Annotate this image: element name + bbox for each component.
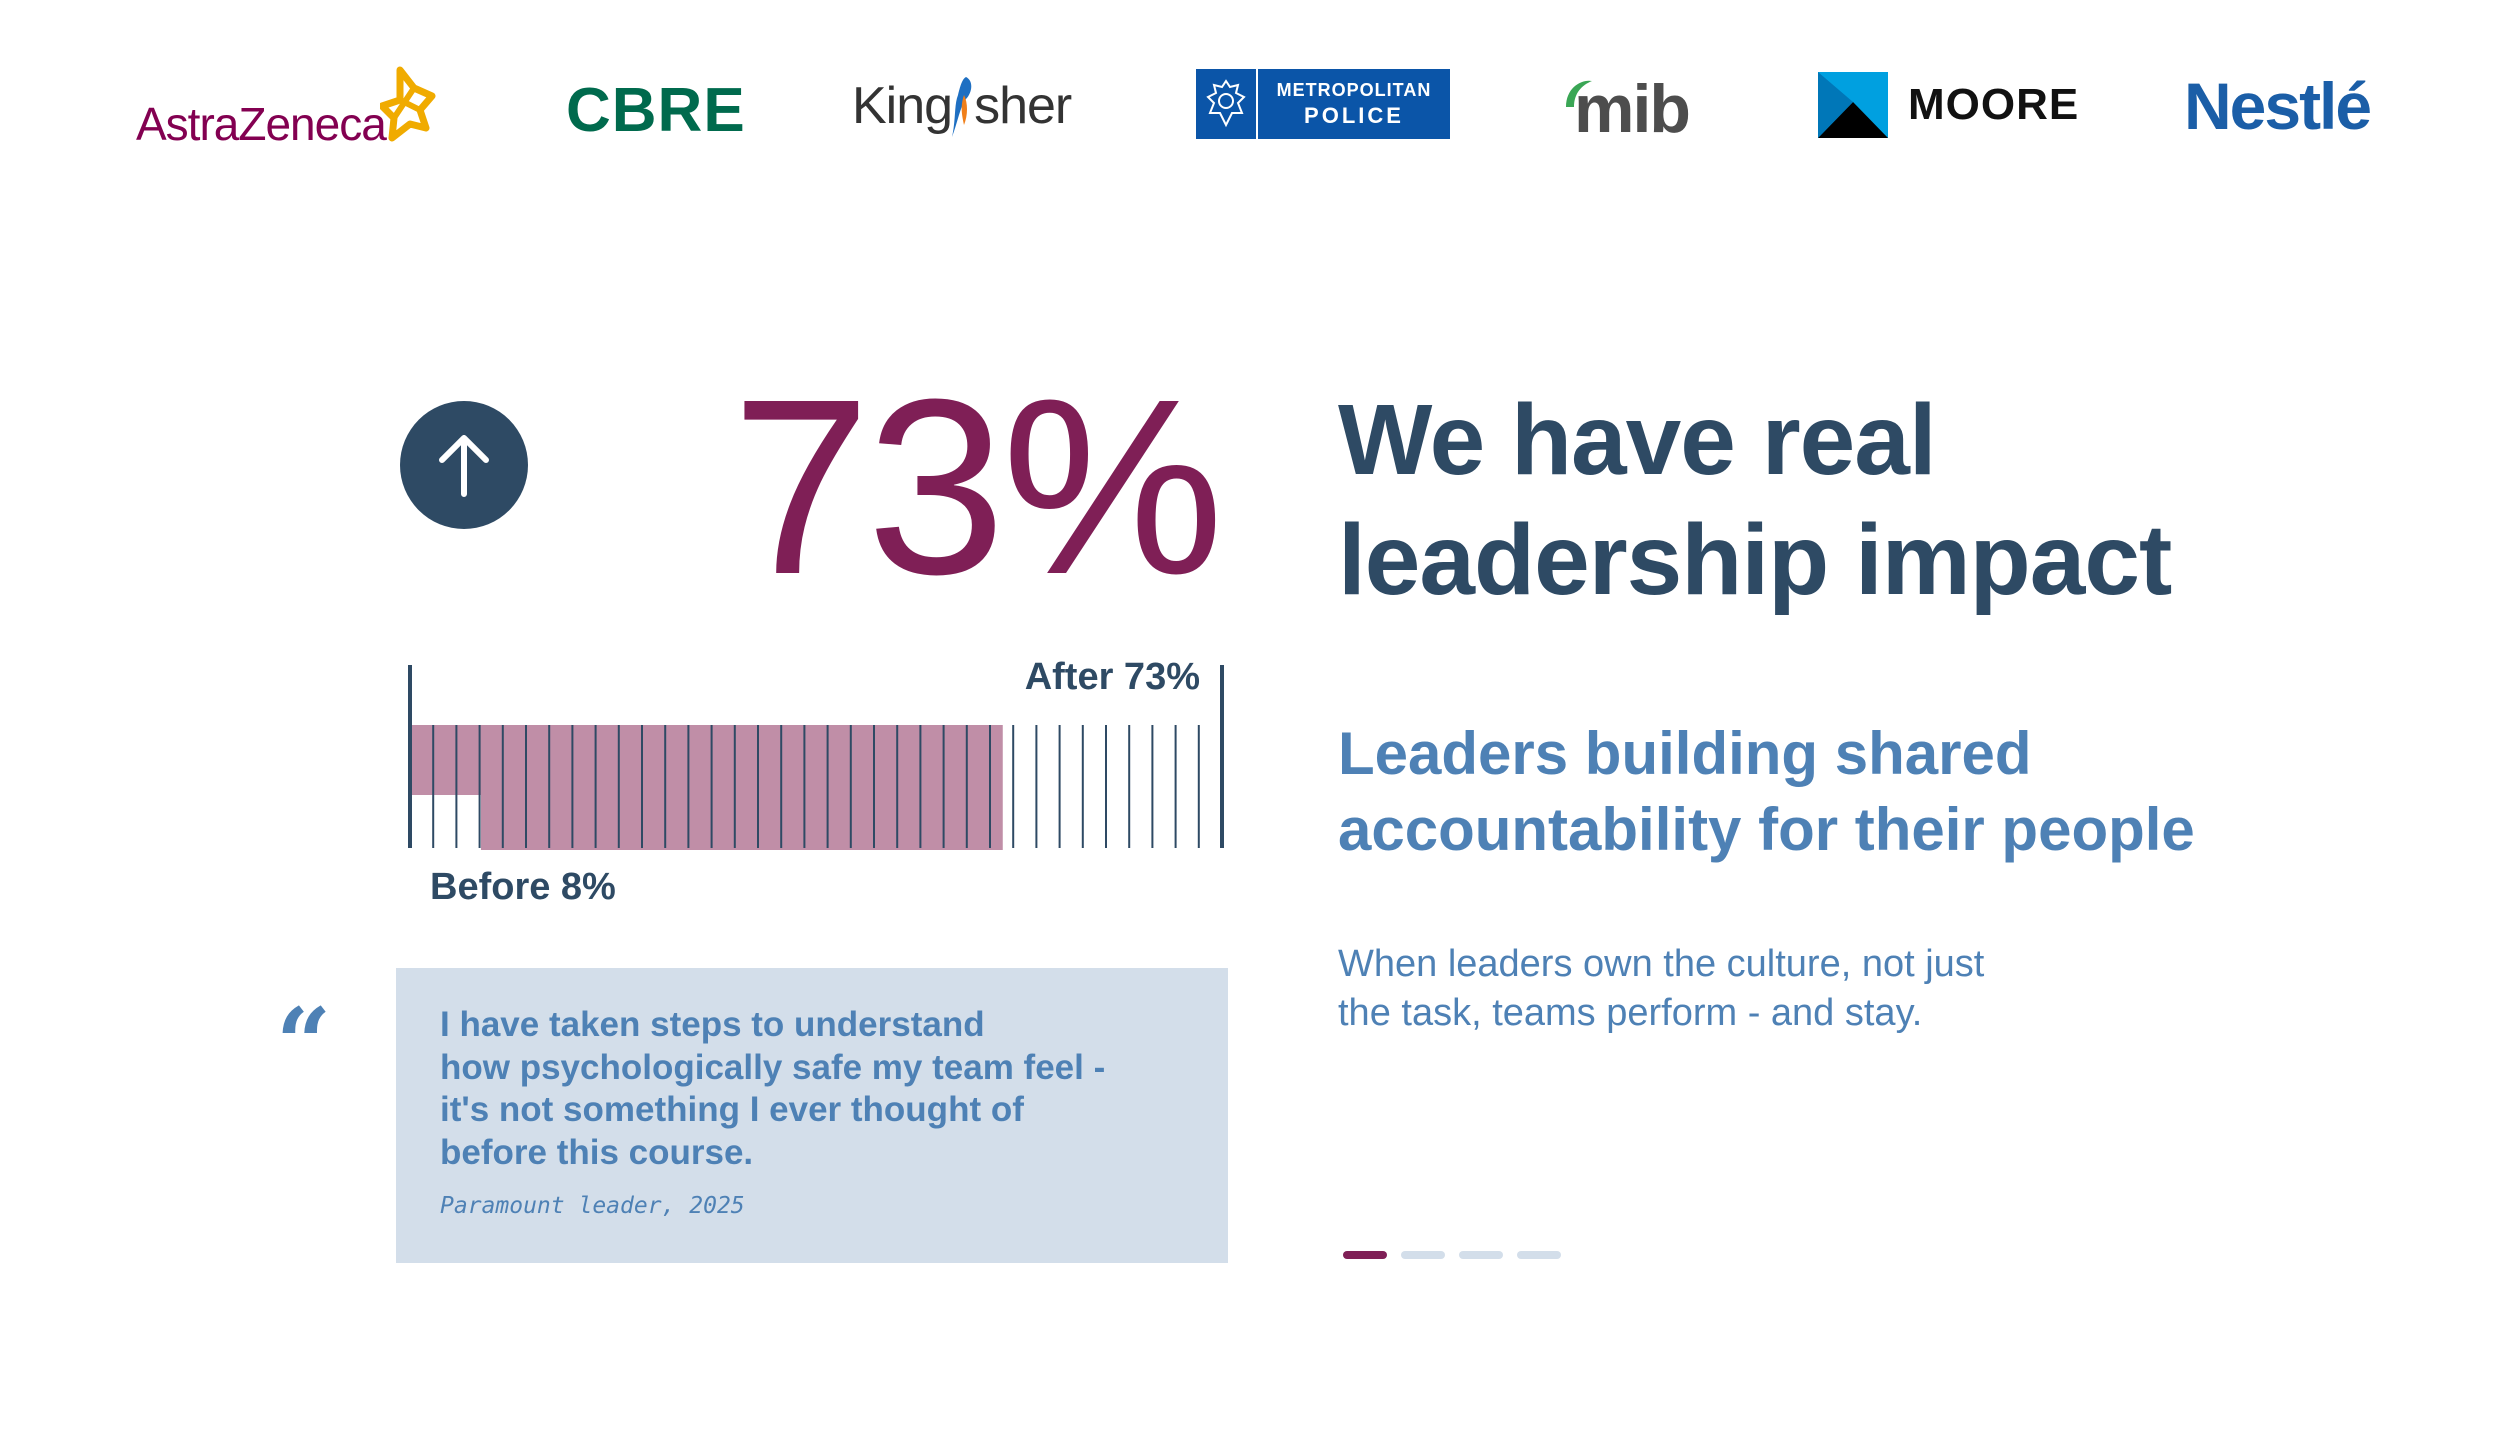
mib-wordmark: mib (1574, 71, 1691, 147)
after-label: After 73% (1024, 656, 1200, 698)
quote-line-1: I have taken steps to understand (440, 1005, 985, 1044)
quote-line-4: before this course. (440, 1133, 754, 1173)
before-label: Before 8% (430, 866, 616, 908)
page-headline: We have real leadership impact (1338, 380, 2338, 620)
before-after-bar-chart (400, 660, 1230, 850)
pagination-dot-1[interactable] (1343, 1251, 1387, 1259)
met-police-crest-icon (1196, 69, 1258, 139)
body-line-1: When leaders own the culture, not just (1338, 943, 1985, 985)
kingfisher-bird-icon (952, 77, 972, 137)
pagination-dot-4[interactable] (1517, 1251, 1561, 1259)
met-police-wordmark: METROPOLITAN POLICE (1258, 79, 1450, 129)
arrow-up-icon (400, 401, 528, 529)
mib-logo: mib (1562, 64, 1691, 147)
astrazeneca-symbol-icon (379, 66, 436, 142)
met-police-line2: POLICE (1304, 102, 1404, 128)
quote-attribution: Paramount leader, 2025 (440, 1192, 745, 1219)
subhead-line-1: Leaders building shared (1338, 720, 2032, 787)
astrazeneca-logo: AstraZeneca (136, 60, 436, 160)
body-copy: When leaders own the culture, not just t… (1338, 940, 2138, 1039)
quote-text: I have taken steps to understand how psy… (440, 1004, 1160, 1175)
before-bar (410, 795, 481, 850)
client-logos-row: AstraZeneca CBRE King sher METROPOLITAN … (0, 60, 2500, 160)
big-stat-value: 73% (731, 347, 1224, 626)
astrazeneca-wordmark: AstraZeneca (136, 98, 387, 150)
after-bar (410, 725, 1003, 850)
nestle-logo: Nestlé (2184, 69, 2372, 143)
pagination-dot-2[interactable] (1401, 1251, 1445, 1259)
kingfisher-wordmark-left: King (852, 77, 953, 135)
quote-mark-icon: “ (276, 987, 332, 1100)
body-line-2: the task, teams perform - and stay. (1338, 992, 1923, 1035)
subheadline: Leaders building shared accountability f… (1338, 716, 2398, 868)
moore-logo: MOORE (1818, 70, 2079, 140)
headline-line-1: We have real (1338, 384, 1937, 496)
carousel-pagination (1343, 1251, 1561, 1259)
kingfisher-logo: King sher (852, 66, 1072, 146)
quote-line-3: it's not something I ever thought of (440, 1090, 1024, 1130)
bar-chart-svg (408, 665, 1224, 850)
mib-swoosh-icon (1566, 80, 1592, 107)
quote-line-2: how psychologically safe my team feel - (440, 1047, 1106, 1087)
met-police-line1: METROPOLITAN (1276, 80, 1432, 100)
moore-symbol-icon (1818, 72, 1888, 138)
moore-wordmark: MOORE (1908, 80, 2080, 129)
kingfisher-wordmark-right: sher (974, 77, 1072, 135)
cbre-logo: CBRE (566, 75, 746, 145)
pagination-dot-3[interactable] (1459, 1251, 1503, 1259)
subhead-line-2: accountability for their people (1338, 796, 2195, 864)
headline-line-2: leadership impact (1338, 504, 2172, 616)
metropolitan-police-logo: METROPOLITAN POLICE (1196, 69, 1450, 139)
testimonial-quote-box: I have taken steps to understand how psy… (396, 968, 1228, 1263)
